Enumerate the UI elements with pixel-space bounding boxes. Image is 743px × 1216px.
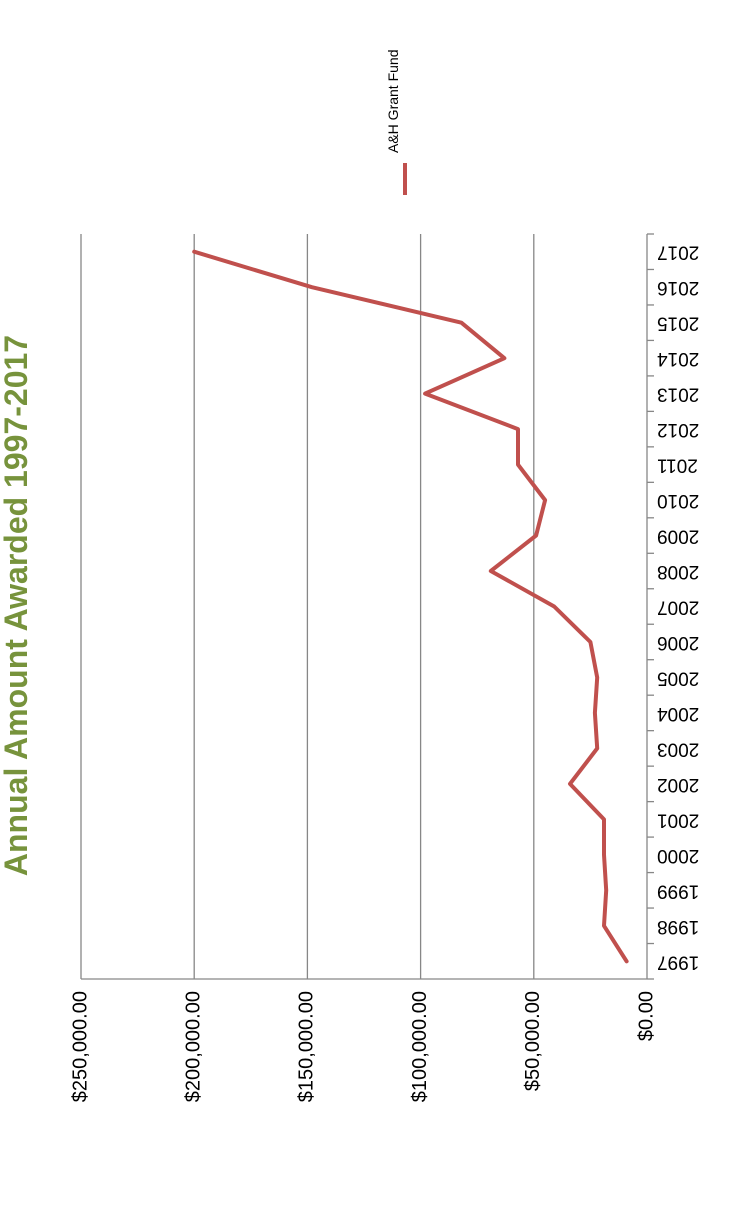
- x-tick-label: 2012: [657, 419, 699, 440]
- x-tick-label: 1997: [657, 951, 699, 972]
- x-tick-label: 1998: [657, 916, 699, 937]
- x-tick-label: 2011: [657, 455, 698, 476]
- x-tick-label: 2007: [657, 596, 699, 617]
- x-tick-label: 2000: [657, 845, 699, 866]
- x-tick-label: 2003: [657, 738, 699, 759]
- x-tick-label: 2004: [657, 703, 700, 724]
- x-tick-label: 2010: [657, 490, 699, 511]
- x-tick-label: 2006: [657, 632, 699, 653]
- x-tick-label: 2017: [657, 242, 699, 263]
- series-line: [192, 249, 629, 964]
- x-tick-label: 2008: [657, 561, 699, 582]
- x-tick-label: 2015: [657, 313, 699, 334]
- y-tick-label: $250,000.00: [69, 991, 91, 1102]
- y-tick-label: $150,000.00: [296, 991, 318, 1102]
- x-tick-label: 2002: [657, 774, 699, 795]
- y-tick-label: $100,000.00: [409, 991, 431, 1102]
- legend-label: A&H Grant Fund: [385, 50, 401, 154]
- x-tick-label: 2014: [657, 348, 700, 369]
- x-tick-label: 1999: [657, 880, 699, 901]
- x-tick-label: 2005: [657, 667, 699, 688]
- x-tick-label: 2016: [657, 277, 699, 298]
- x-tick-label: 2009: [657, 526, 699, 547]
- chart-title: Annual Amount Awarded 1997-2017: [0, 335, 34, 876]
- x-tick-label: 2001: [657, 809, 699, 830]
- y-tick-label: $200,000.00: [182, 991, 204, 1102]
- x-tick-label: 2013: [657, 384, 699, 405]
- y-tick-label: $50,000.00: [522, 991, 544, 1091]
- y-tick-label: $0.00: [635, 991, 657, 1041]
